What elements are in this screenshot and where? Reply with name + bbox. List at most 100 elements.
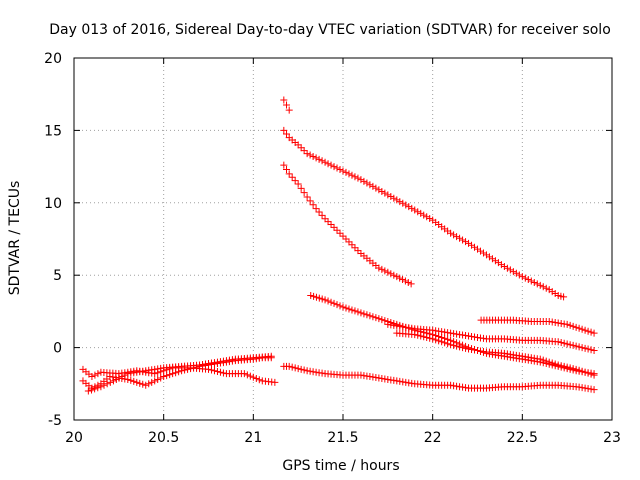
data-point — [435, 337, 443, 345]
data-point — [581, 326, 589, 334]
data-point — [154, 375, 162, 383]
data-point — [369, 313, 377, 321]
data-point — [348, 241, 356, 249]
data-point — [342, 304, 350, 312]
data-point — [578, 344, 586, 352]
data-point — [312, 154, 320, 162]
x-tick-label: 20.5 — [148, 430, 179, 446]
data-point — [285, 362, 293, 370]
data-point — [539, 283, 547, 291]
data-point — [294, 141, 302, 149]
data-point — [327, 221, 335, 229]
data-point — [297, 184, 305, 192]
data-point — [109, 377, 117, 385]
data-point — [557, 362, 565, 370]
data-point — [575, 324, 583, 332]
data-point — [285, 106, 293, 114]
data-point — [560, 293, 568, 301]
data-point — [429, 335, 437, 343]
data-point — [441, 339, 449, 347]
data-point — [216, 368, 224, 376]
data-point — [306, 197, 314, 205]
data-point — [88, 373, 96, 381]
data-point — [453, 342, 461, 350]
data-point — [411, 206, 419, 214]
data-point — [548, 359, 556, 367]
data-point — [515, 271, 523, 279]
data-point — [408, 204, 416, 212]
series-arc-10 — [477, 316, 598, 337]
data-point — [294, 365, 302, 373]
data-point — [587, 370, 595, 378]
data-point — [297, 365, 305, 373]
data-point — [112, 375, 120, 383]
series-arc-3 — [84, 352, 275, 395]
data-point — [327, 298, 335, 306]
data-point — [333, 301, 341, 309]
data-point — [581, 368, 589, 376]
data-point — [121, 371, 129, 379]
data-point — [280, 126, 288, 134]
data-point — [590, 371, 598, 379]
data-point — [381, 267, 389, 275]
data-point — [145, 380, 153, 388]
data-point — [521, 274, 529, 282]
data-point — [381, 317, 389, 325]
data-point — [375, 186, 383, 194]
data-point — [482, 251, 490, 259]
data-point — [324, 160, 332, 168]
data-point — [524, 276, 532, 284]
data-point — [345, 305, 353, 313]
data-point — [575, 343, 583, 351]
data-point — [139, 380, 147, 388]
data-point — [485, 253, 493, 261]
data-point — [405, 203, 413, 211]
data-point — [307, 291, 315, 299]
data-point — [372, 184, 380, 192]
data-point — [330, 223, 338, 231]
data-point — [462, 344, 470, 352]
data-point — [378, 187, 386, 195]
data-point — [390, 271, 398, 279]
data-point — [533, 280, 541, 288]
y-axis-label: SDTVAR / TECUs — [7, 181, 23, 296]
data-point — [336, 302, 344, 310]
data-point — [545, 358, 553, 366]
data-point — [213, 367, 221, 375]
data-point — [569, 365, 577, 373]
data-point — [306, 151, 314, 159]
data-point — [330, 299, 338, 307]
data-point — [572, 342, 580, 350]
data-point — [342, 168, 350, 176]
data-point — [500, 263, 508, 271]
data-point — [417, 332, 425, 340]
data-point — [148, 378, 156, 386]
data-point — [530, 278, 538, 286]
data-point — [453, 233, 461, 241]
data-point — [584, 345, 592, 353]
data-point — [363, 311, 371, 319]
data-point — [348, 171, 356, 179]
data-point — [578, 367, 586, 375]
data-point — [366, 181, 374, 189]
data-point — [345, 170, 353, 178]
data-point — [578, 325, 586, 333]
data-point — [381, 189, 389, 197]
data-point — [399, 199, 407, 207]
data-point — [97, 383, 105, 391]
data-point — [130, 377, 138, 385]
data-point — [560, 339, 568, 347]
data-point — [536, 281, 544, 289]
data-point — [327, 161, 335, 169]
data-point — [581, 344, 589, 352]
data-point — [587, 328, 595, 336]
data-point — [459, 344, 467, 352]
data-point — [249, 373, 257, 381]
data-point — [384, 268, 392, 276]
data-point — [360, 177, 368, 185]
data-point — [476, 247, 484, 255]
data-point — [414, 331, 422, 339]
data-point — [288, 173, 296, 181]
data-point — [127, 376, 135, 384]
data-point — [584, 327, 592, 335]
